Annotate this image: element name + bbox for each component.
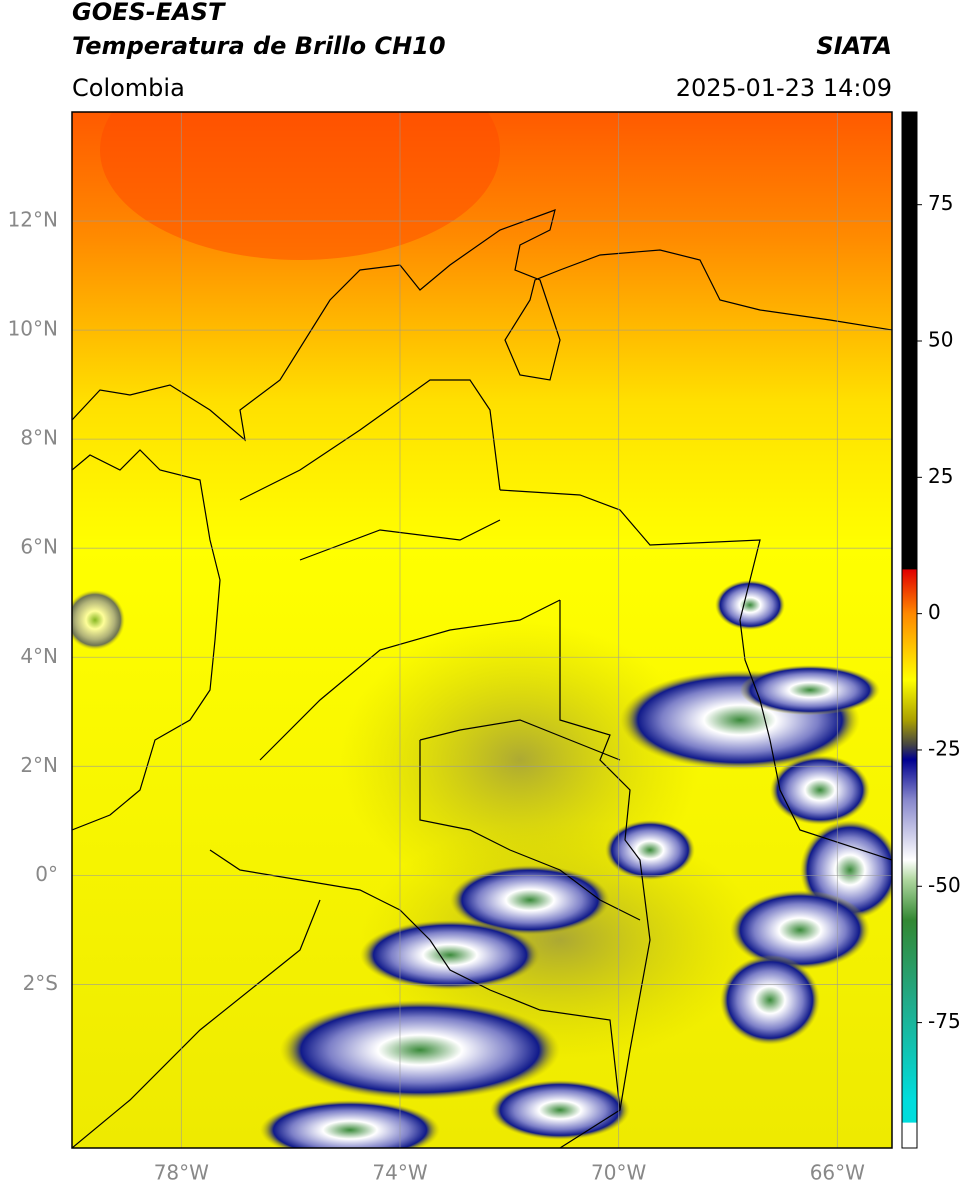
title: GOES-EAST xyxy=(72,0,226,26)
colorbar-tick-label: 75 xyxy=(928,191,953,215)
lat-tick-label: 2°S xyxy=(23,971,58,995)
map-image xyxy=(72,112,892,1148)
source: SIATA xyxy=(816,32,892,60)
lon-tick-label: 66°W xyxy=(810,1161,865,1185)
lat-tick-label: 12°N xyxy=(8,208,58,232)
lat-tick-label: 2°N xyxy=(20,753,58,777)
colorbar-tick-label: 25 xyxy=(928,464,953,488)
map-frame xyxy=(71,111,893,1149)
lon-tick-label: 78°W xyxy=(154,1161,209,1185)
colorbar xyxy=(901,111,918,1149)
graticule xyxy=(72,112,892,1148)
region: Colombia xyxy=(72,74,185,102)
lat-tick-label: 4°N xyxy=(20,644,58,668)
lat-tick-label: 10°N xyxy=(8,317,58,341)
colorbar-tick-label: -25 xyxy=(928,736,961,760)
colorbar-tick-label: -75 xyxy=(928,1009,961,1033)
lat-tick-label: 6°N xyxy=(20,535,58,559)
lon-tick-label: 74°W xyxy=(372,1161,427,1185)
colorbar-tick-label: -50 xyxy=(928,873,961,897)
lon-tick-label: 70°W xyxy=(591,1161,646,1185)
lat-tick-label: 0° xyxy=(35,862,58,886)
datetime: 2025-01-23 14:09 xyxy=(676,74,892,102)
subtitle: Temperatura de Brillo CH10 xyxy=(72,32,446,60)
colorbar-tick-label: 0 xyxy=(928,600,941,624)
lat-tick-label: 8°N xyxy=(20,426,58,450)
colorbar-tick-label: 50 xyxy=(928,328,953,352)
